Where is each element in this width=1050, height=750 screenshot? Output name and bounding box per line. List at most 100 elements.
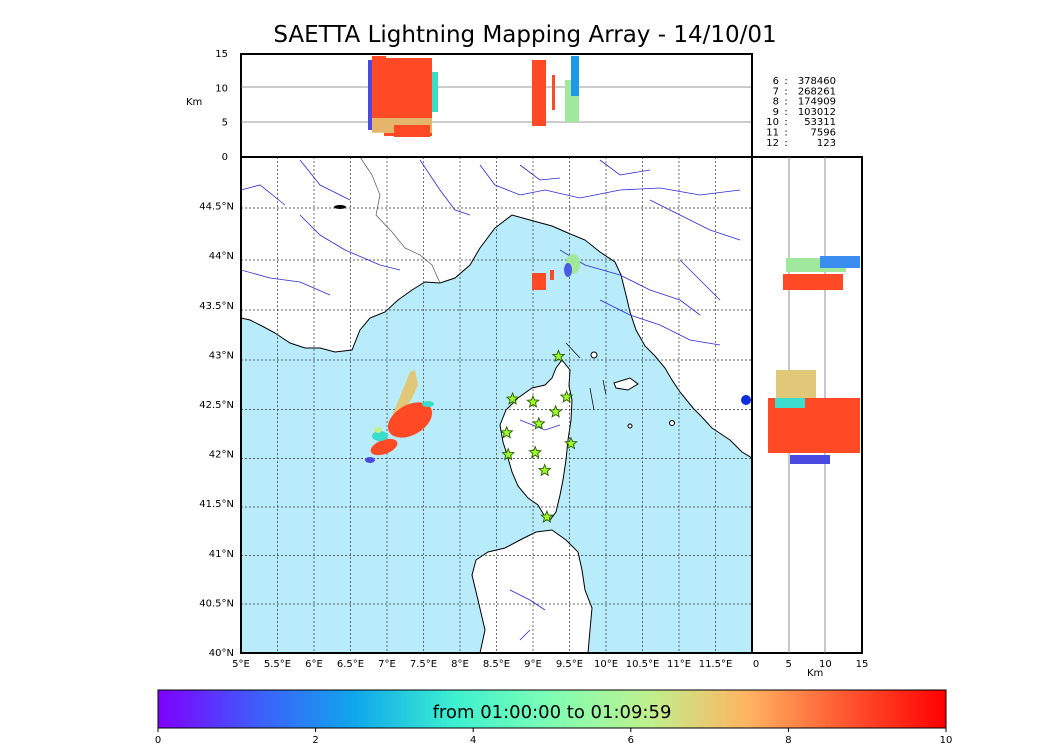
cluster-west-core: [387, 402, 433, 438]
lat-tick-label: 44.5°N: [199, 202, 234, 213]
montecristo-island: [627, 423, 633, 429]
map-panel: [240, 156, 753, 654]
altitude-counts-legend: 6:3784607:2682618:1749099:10301210:53311…: [766, 76, 836, 149]
top-panel-tick-labels: 0 5 10 15: [215, 49, 228, 163]
cluster-west-tail: [370, 438, 398, 456]
side-lig-red: [783, 274, 843, 290]
station-star-icon: [548, 404, 563, 418]
side-lig-blue: [820, 256, 860, 268]
cluster-west-cyan-2: [422, 401, 434, 407]
lake-geneva: [334, 205, 346, 209]
colorbar-label: from 01:00:00 to 01:09:59: [432, 702, 672, 723]
giglio-island: [669, 420, 675, 426]
station-star-icon: [526, 394, 540, 408]
lon-tick-label: 10°E: [594, 659, 618, 670]
mainland: [241, 157, 752, 459]
cluster-west-cyan: [372, 431, 388, 441]
lon-tick-label: 11.5°E: [699, 659, 733, 670]
station-star-icon: [501, 447, 516, 461]
lat-tick-labels: 40°N 40.5°N 41°N 41.5°N 42°N 42.5°N 43°N 43.5°N…: [199, 202, 234, 659]
lat-tick-label: 43°N: [209, 350, 234, 361]
colorbar-tick-label: 4: [470, 735, 476, 746]
lat-tick-label: 41°N: [209, 549, 234, 560]
count-altitude: 11: [766, 128, 779, 139]
count-altitude: 7: [773, 86, 779, 97]
top-west-base: [394, 125, 430, 137]
count-altitude: 6: [773, 76, 779, 87]
lat-tick-label: 44°N: [209, 251, 234, 262]
lon-tick-labels: 5°E 5.5°E 6°E 6.5°E 7°E 7.5°E 8°E 8.5°E 9°E 9.5°E…: [232, 659, 732, 670]
rivers: [241, 159, 741, 641]
cluster-lig-red: [532, 273, 546, 290]
station-star-icon: [551, 349, 566, 363]
top-panel-frame: [240, 53, 753, 158]
top-panel-ylabel: Km: [186, 97, 202, 108]
side-panel-tick-label: 0: [753, 659, 759, 670]
lon-tick-label: 8.5°E: [483, 659, 510, 670]
colorbar-fill: [157, 689, 947, 729]
count-value: 103012: [798, 107, 836, 118]
altitude-panel-side: [751, 156, 863, 654]
station-star-icon: [499, 425, 514, 439]
lon-tick-label: 11°E: [667, 659, 691, 670]
sea-coastline-extra: [589, 379, 607, 411]
chart-title: SAETTA Lightning Mapping Array - 14/10/0…: [273, 22, 777, 48]
colorbar-tick-label: 2: [312, 735, 318, 746]
count-altitude: 9: [773, 107, 779, 118]
station-star-icon: [528, 445, 543, 459]
side-panel-tick-labels: 0 5 10 15: [753, 659, 869, 670]
colorbar-ticks: 0 2 4 6 8 10: [155, 728, 953, 746]
station-star-icon: [564, 436, 578, 450]
sardinia: [471, 529, 593, 653]
count-altitude: 10: [766, 117, 779, 128]
count-sep: :: [784, 107, 787, 118]
top-panel-tick-label: 5: [222, 118, 228, 129]
lightning-cluster-west: [365, 370, 434, 463]
cluster-west-tan: [392, 370, 418, 418]
lat-tick-label: 42°N: [209, 450, 234, 461]
elba-island: [613, 377, 639, 391]
lon-tick-label: 9.5°E: [556, 659, 583, 670]
top-lig-blue: [571, 56, 579, 96]
cluster-west-blue: [365, 457, 375, 463]
count-value: 378460: [798, 76, 836, 87]
side-west-cyan: [775, 398, 805, 408]
top-panel-tick-label: 15: [215, 49, 228, 60]
station-star-icon: [559, 389, 574, 403]
count-value: 268261: [798, 86, 836, 97]
colorbar-tick-label: 6: [628, 735, 634, 746]
colorbar: 0 2 4 6 8 10: [155, 689, 953, 746]
side-west-blue: [790, 455, 830, 464]
cluster-west-green: [374, 427, 382, 433]
top-lig-red: [532, 60, 546, 126]
top-panel-tick-label: 10: [215, 83, 228, 94]
top-west-core-a: [372, 56, 386, 132]
station-star-icon: [505, 391, 520, 405]
station-star-icon: [537, 463, 552, 477]
lon-tick-label: 9°E: [524, 659, 542, 670]
station-star-icon: [531, 416, 546, 430]
side-west-tan: [776, 370, 816, 400]
side-panel-xlabel: Km: [807, 668, 823, 679]
lat-tick-label: 40°N: [209, 648, 234, 659]
country-border: [359, 157, 441, 284]
lat-tick-label: 40.5°N: [199, 598, 234, 609]
count-value: 123: [817, 138, 836, 149]
station-star-icon: [540, 509, 554, 524]
colorbar-tick-label: 0: [155, 735, 161, 746]
lon-tick-label: 5.5°E: [264, 659, 291, 670]
colorbar-tick-label: 8: [785, 735, 791, 746]
count-sep: :: [784, 76, 787, 87]
count-sep: :: [784, 117, 787, 128]
top-west-cyan: [432, 72, 438, 112]
side-panel-tick-label: 10: [819, 659, 832, 670]
count-value: 174909: [798, 97, 836, 108]
land-masses: [241, 157, 752, 653]
count-sep: :: [784, 86, 787, 97]
cluster-lig-blue: [564, 263, 572, 277]
side-panel-tick-label: 15: [856, 659, 869, 670]
lon-tick-label: 8°E: [451, 659, 469, 670]
colorbar-tick-label: 10: [940, 735, 953, 746]
count-sep: :: [784, 138, 787, 149]
